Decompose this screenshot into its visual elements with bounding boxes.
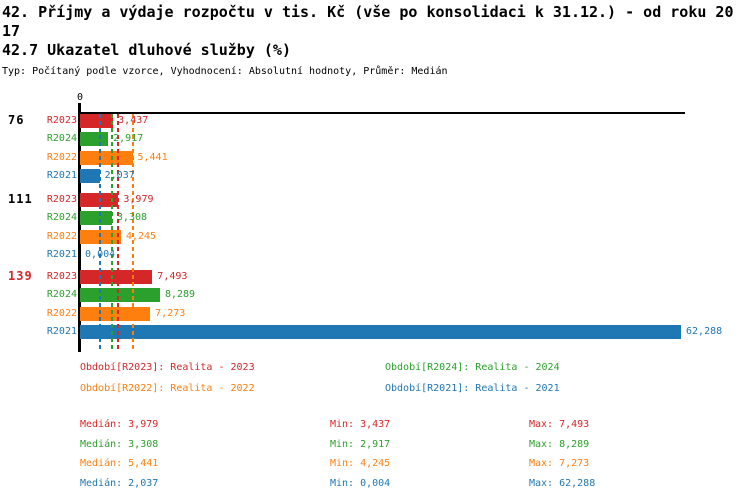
median-line-R2023	[117, 114, 120, 352]
bar-R2023	[80, 270, 153, 284]
stat-R2022-median: Medián: 5,441	[80, 458, 159, 469]
stat-R2021-min: Min: 0,004	[330, 477, 391, 489]
stat-R2023-median: Medián: 3,979	[80, 419, 159, 430]
bar-R2022	[80, 306, 151, 321]
legend-item-R2021: Období[R2021]: Realita - 2021	[385, 383, 560, 394]
series-label: R2022	[46, 151, 77, 163]
bar-value-label: 3,437	[118, 115, 149, 126]
series-label: R2021	[46, 326, 77, 338]
stat-R2021-median: Medián: 2,037	[80, 477, 159, 489]
median-line-R2024	[110, 114, 113, 352]
stat-R2023-min: Min: 3,437	[330, 419, 391, 430]
series-label: R2023	[46, 271, 77, 282]
bar-value-label: 62,288	[686, 326, 723, 338]
group-label: 111	[8, 192, 33, 206]
series-label: R2021	[46, 249, 77, 261]
bar-value-label: 3,979	[123, 194, 154, 205]
bar-R2021	[80, 325, 682, 340]
bar-value-label: 7,493	[157, 271, 188, 282]
series-label: R2022	[46, 230, 77, 242]
series-label: R2024	[46, 212, 77, 224]
legend-item-R2023: Období[R2023]: Realita - 2023	[80, 362, 255, 373]
bar-value-label: 4,245	[125, 230, 157, 242]
bar-R2024	[80, 288, 160, 303]
chart-meta-line: Typ: Počítaný podle vzorce, Vyhodnocení:…	[2, 66, 448, 77]
series-label: R2024	[46, 133, 77, 145]
group-label: 76	[8, 113, 25, 127]
legend-item-R2024: Období[R2024]: Realita - 2024	[385, 362, 560, 373]
series-label: R2023	[46, 194, 77, 205]
median-line-R2021	[98, 114, 101, 352]
bar-value-label: 2,917	[113, 133, 144, 145]
bar-R2024	[80, 132, 109, 147]
chart-title: 42. Příjmy a výdaje rozpočtu v tis. Kč (…	[2, 3, 734, 40]
axis-zero-label: 0	[76, 92, 84, 103]
stat-R2022-min: Min: 4,245	[330, 458, 391, 469]
group-label: 139	[8, 269, 33, 283]
stat-R2023-max: Max: 7,493	[529, 419, 590, 430]
series-label: R2023	[46, 115, 77, 126]
bar-R2024	[80, 211, 112, 226]
stat-R2024-max: Max: 8,289	[529, 438, 590, 450]
bar-R2021	[80, 169, 100, 184]
bar-chart: 0 76 R2023 3,437 R2024 2,917 R2022 5,441 R2021 2…	[8, 92, 723, 352]
legend-item-R2022: Období[R2022]: Realita - 2022	[80, 383, 255, 394]
stat-R2022-max: Max: 7,273	[529, 458, 590, 469]
series-label: R2024	[46, 289, 77, 301]
stat-R2024-median: Medián: 3,308	[80, 438, 159, 450]
bar-R2023	[80, 114, 114, 128]
chart-subtitle: 42.7 Ukazatel dluhové služby (%)	[2, 41, 291, 59]
bar-value-label: 5,441	[137, 151, 168, 163]
bar-value-label: 3,308	[116, 212, 148, 224]
bar-R2022	[80, 150, 133, 165]
bar-value-label: 8,289	[164, 289, 196, 301]
stat-R2024-min: Min: 2,917	[330, 438, 391, 450]
bar-value-label: 0,004	[85, 249, 116, 261]
y-axis	[78, 103, 81, 352]
bar-value-label: 7,273	[155, 307, 186, 319]
series-label: R2022	[46, 307, 77, 319]
median-line-R2022	[131, 114, 134, 352]
stat-R2021-max: Max: 62,288	[529, 477, 596, 489]
series-label: R2021	[46, 170, 77, 182]
x-axis	[80, 112, 685, 114]
bar-value-label: 2,037	[104, 170, 135, 182]
